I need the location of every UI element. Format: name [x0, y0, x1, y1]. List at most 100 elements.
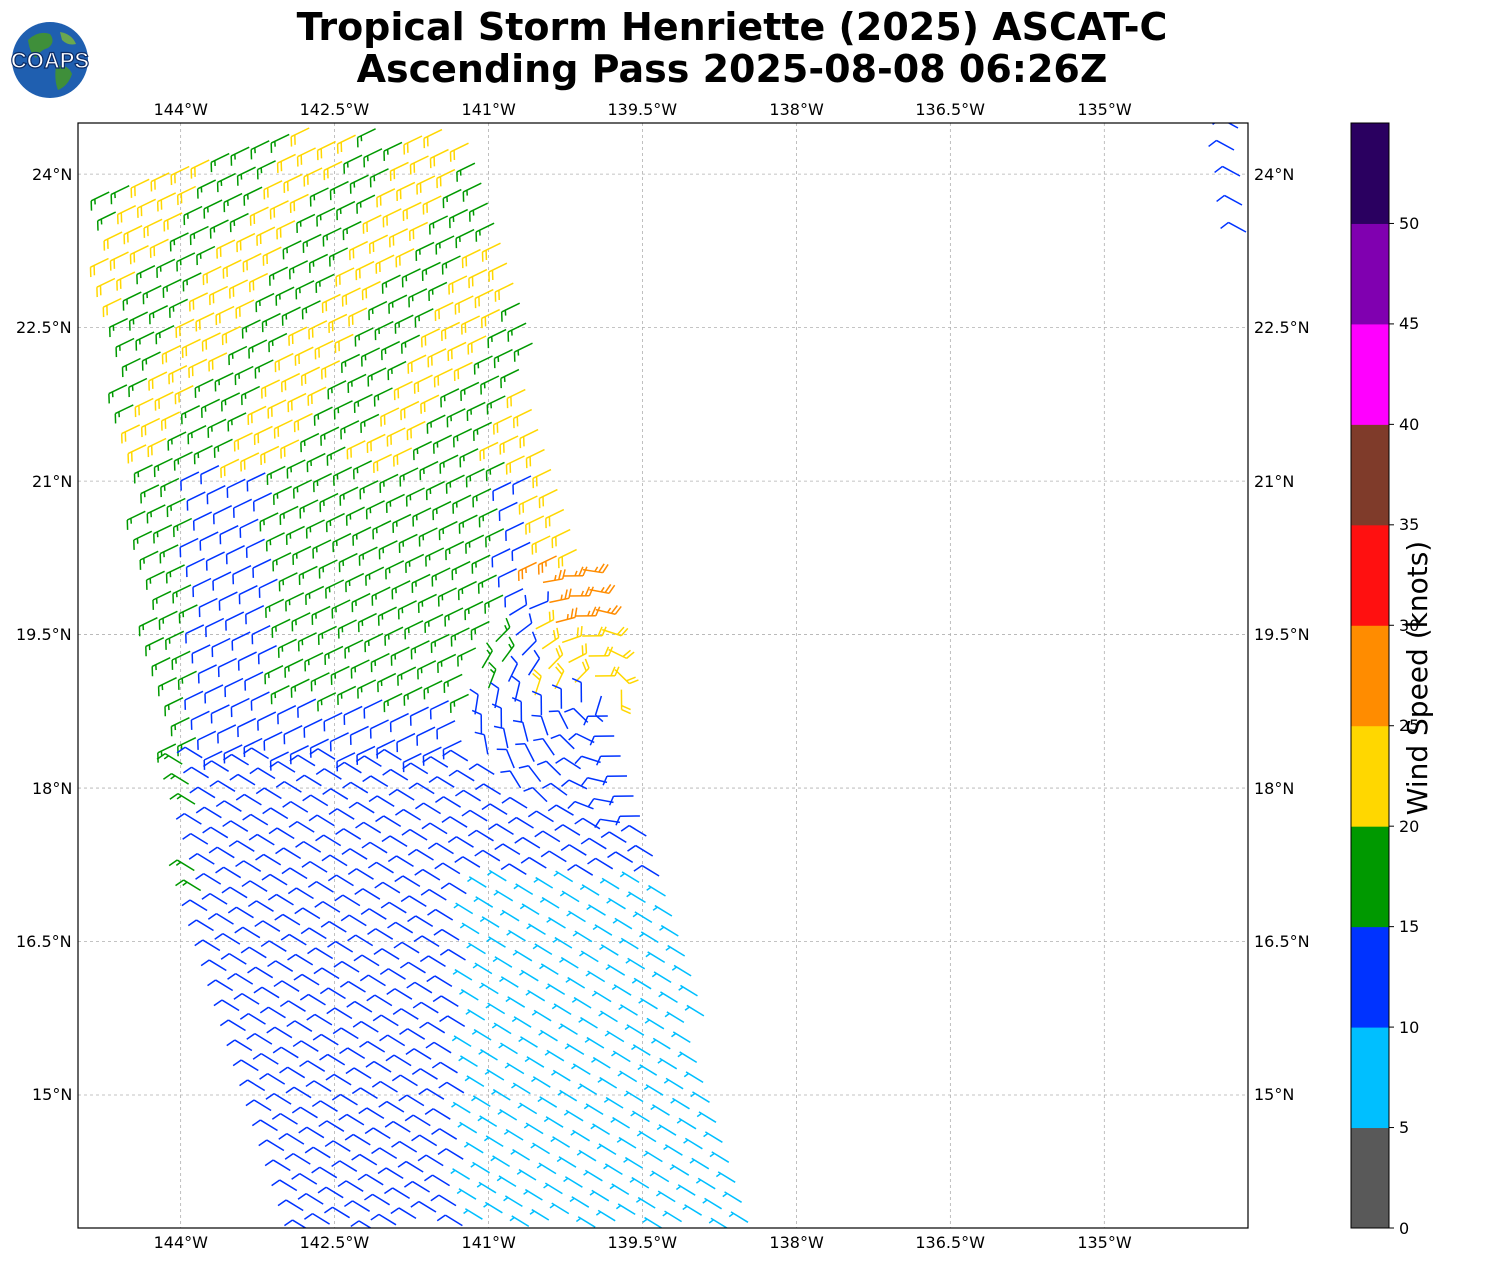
wind-barb	[90, 191, 110, 211]
wind-barb	[517, 1102, 538, 1115]
wind-barb	[550, 1136, 570, 1148]
wind-barb	[440, 882, 467, 895]
wind-barb	[554, 662, 565, 690]
wind-barb	[183, 766, 209, 779]
wind-barb	[487, 328, 507, 349]
wind-barb	[576, 1149, 597, 1162]
wind-barb	[355, 821, 382, 834]
wind-barb	[268, 332, 288, 353]
wind-barb	[216, 172, 236, 193]
wind-barb	[340, 353, 361, 373]
wind-barb	[615, 1203, 636, 1216]
wind-barb	[531, 690, 543, 716]
wind-barb	[109, 251, 129, 271]
wind-barb	[403, 686, 423, 706]
wind-barb	[369, 719, 389, 739]
wind-barb	[356, 194, 376, 214]
wind-barb	[579, 950, 599, 963]
wind-barb	[567, 864, 594, 876]
wind-barb	[611, 984, 632, 996]
wind-barb	[499, 435, 519, 455]
wind-barb	[174, 385, 194, 405]
wind-barb	[120, 424, 141, 444]
wind-barb	[287, 887, 314, 900]
wind-barb	[369, 168, 389, 188]
colorbar-tick-label: 35	[1399, 515, 1420, 535]
wind-barb	[485, 1002, 506, 1015]
wind-barb	[588, 646, 614, 657]
wind-barb	[455, 228, 475, 249]
wind-barb	[412, 1001, 439, 1014]
wind-barb	[580, 837, 607, 850]
wind-barb	[602, 775, 628, 786]
wind-barb	[500, 302, 521, 322]
wind-barb	[561, 626, 583, 644]
wind-barb	[555, 757, 582, 770]
wind-barb	[243, 747, 269, 760]
wind-barb	[423, 128, 443, 149]
wind-barb	[280, 439, 300, 459]
wind-barb	[197, 664, 217, 684]
wind-barb	[320, 920, 347, 933]
wind-barb	[274, 352, 294, 373]
wind-barb	[309, 187, 329, 207]
wind-barb	[423, 680, 443, 700]
wind-barb	[271, 618, 291, 638]
wind-barb	[465, 468, 485, 488]
globe-icon	[12, 22, 88, 98]
wind-barb	[368, 234, 389, 254]
wind-barb	[629, 1176, 650, 1189]
lat-tick-left: 16.5°N	[16, 932, 72, 952]
wind-barb	[463, 1208, 483, 1220]
wind-barb	[478, 1048, 498, 1061]
wind-barb	[583, 1169, 603, 1182]
wind-barb	[368, 300, 388, 321]
wind-barb	[503, 1128, 524, 1141]
wind-barb	[575, 1216, 596, 1228]
wind-barb	[216, 239, 236, 259]
wind-barb	[292, 479, 313, 499]
wind-barb	[539, 963, 559, 976]
wind-barb	[406, 420, 426, 441]
wind-barb	[181, 338, 201, 358]
wind-barb	[432, 995, 459, 1008]
wind-barb	[458, 514, 478, 534]
wind-barb	[345, 572, 365, 593]
wind-barb	[417, 593, 437, 613]
wind-barb	[395, 248, 415, 268]
wind-barb	[277, 1199, 304, 1212]
wind-barb	[284, 658, 304, 678]
wind-barb	[96, 211, 117, 231]
wind-barb	[441, 255, 461, 275]
wind-barb	[469, 688, 479, 715]
wind-barb	[359, 974, 386, 987]
wind-barb	[317, 692, 337, 712]
wind-barb	[636, 1130, 657, 1143]
wind-barb	[211, 637, 231, 658]
wind-barb	[339, 1047, 366, 1060]
wind-barb	[214, 933, 241, 945]
wind-barb	[683, 1071, 704, 1084]
wind-barb	[329, 180, 349, 201]
wind-barb	[248, 833, 275, 846]
wind-barb	[194, 378, 214, 398]
wind-barb	[591, 1056, 611, 1069]
wind-barb	[121, 357, 141, 378]
lat-tick-right: 16.5°N	[1254, 932, 1310, 952]
wind-barb	[561, 779, 588, 790]
wind-barb	[375, 254, 395, 274]
wind-barb	[506, 929, 526, 942]
wind-barb	[367, 367, 387, 387]
wind-barb	[397, 600, 417, 620]
wind-barb	[175, 318, 195, 338]
wind-barb	[228, 840, 255, 852]
wind-barb	[152, 590, 172, 610]
wind-barb	[261, 312, 281, 333]
wind-barb	[324, 1140, 351, 1152]
wind-barb	[364, 1127, 391, 1140]
wind-barb	[388, 294, 408, 314]
wind-barb	[206, 485, 226, 505]
wind-barb	[659, 924, 679, 937]
wind-barb	[259, 512, 279, 532]
wind-barb	[525, 515, 545, 535]
